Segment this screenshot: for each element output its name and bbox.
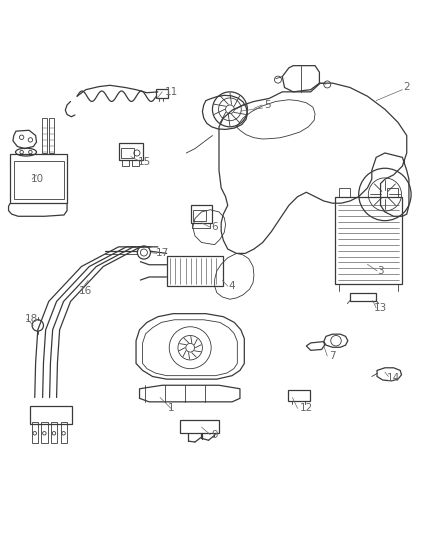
Bar — [166, 256, 223, 286]
Bar — [32, 422, 38, 443]
Bar — [192, 223, 210, 228]
Bar — [30, 406, 72, 424]
Text: 3: 3 — [377, 266, 384, 276]
Text: 9: 9 — [211, 430, 218, 440]
Bar — [155, 89, 168, 99]
Bar — [288, 390, 310, 401]
Text: 17: 17 — [155, 248, 169, 259]
Text: 13: 13 — [374, 303, 387, 313]
Bar — [387, 188, 398, 197]
Bar — [335, 197, 403, 284]
Bar — [49, 118, 54, 153]
Bar — [180, 420, 219, 433]
Bar — [119, 143, 143, 159]
Bar — [42, 118, 47, 153]
Text: 15: 15 — [138, 157, 152, 167]
Text: 11: 11 — [164, 87, 177, 97]
Text: 18: 18 — [25, 314, 38, 324]
Bar — [191, 205, 212, 223]
Bar — [339, 188, 350, 197]
Bar — [132, 159, 139, 166]
Text: 14: 14 — [387, 373, 400, 383]
Bar — [11, 154, 67, 203]
Text: 2: 2 — [403, 83, 410, 93]
Bar — [193, 210, 206, 221]
Bar — [41, 422, 48, 443]
Bar — [51, 422, 57, 443]
Bar — [121, 148, 134, 158]
Text: 5: 5 — [264, 100, 270, 110]
Text: 4: 4 — [229, 281, 235, 291]
Text: 1: 1 — [168, 403, 174, 414]
Text: 7: 7 — [329, 351, 336, 361]
Bar — [60, 422, 67, 443]
Text: 10: 10 — [31, 174, 44, 184]
Bar — [14, 161, 64, 199]
Text: 12: 12 — [300, 403, 313, 414]
Bar — [350, 293, 376, 301]
Bar — [122, 159, 129, 166]
Text: 16: 16 — [79, 286, 92, 295]
Text: 6: 6 — [211, 222, 218, 232]
